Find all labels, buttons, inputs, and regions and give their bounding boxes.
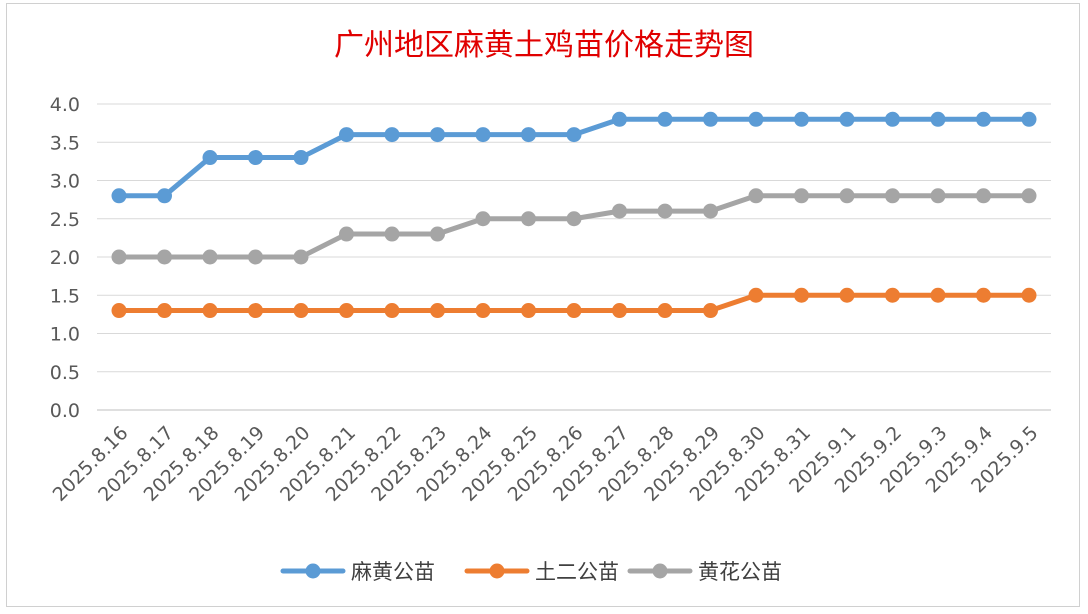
data-point xyxy=(839,111,855,127)
legend-marker xyxy=(652,563,668,579)
legend-marker xyxy=(305,563,321,579)
data-point xyxy=(384,127,400,143)
data-point xyxy=(839,287,855,303)
data-point xyxy=(657,111,673,127)
data-point xyxy=(248,150,263,166)
data-point xyxy=(1021,111,1037,127)
data-point xyxy=(430,127,445,143)
data-point xyxy=(839,188,855,204)
data-point xyxy=(202,249,218,265)
data-point xyxy=(885,188,900,204)
data-point xyxy=(339,303,354,319)
data-point xyxy=(475,211,491,227)
data-point xyxy=(248,303,263,319)
y-tick-label: 2.0 xyxy=(50,247,80,269)
data-point xyxy=(521,303,536,319)
series-line xyxy=(116,193,1032,260)
data-point xyxy=(293,249,309,265)
y-tick-label: 1.5 xyxy=(50,285,80,307)
data-point xyxy=(430,226,445,242)
data-point xyxy=(384,226,400,242)
data-point xyxy=(703,111,718,127)
data-point xyxy=(475,127,491,143)
data-point xyxy=(657,303,673,319)
data-point xyxy=(748,287,764,303)
data-point xyxy=(748,188,764,204)
data-point xyxy=(566,127,582,143)
legend-marker xyxy=(489,563,505,579)
data-point xyxy=(794,111,809,127)
y-tick-label: 0.5 xyxy=(50,362,80,384)
data-point xyxy=(384,303,400,319)
data-point xyxy=(111,303,127,319)
data-point xyxy=(794,188,809,204)
data-point xyxy=(521,127,536,143)
data-point xyxy=(157,188,172,204)
data-point xyxy=(566,211,582,227)
legend-label: 黄花公苗 xyxy=(698,560,782,584)
chart-title: 广州地区麻黄土鸡苗价格走势图 xyxy=(334,28,754,63)
data-point xyxy=(293,150,309,166)
data-point xyxy=(612,203,627,219)
data-point xyxy=(111,188,127,204)
data-point xyxy=(339,226,354,242)
data-point xyxy=(1021,287,1037,303)
data-point xyxy=(794,287,809,303)
y-tick-label: 4.0 xyxy=(50,94,80,116)
data-point xyxy=(1021,188,1037,204)
data-point xyxy=(612,303,627,319)
data-point xyxy=(157,249,172,265)
data-point xyxy=(657,203,673,219)
data-point xyxy=(566,303,582,319)
data-point xyxy=(885,287,900,303)
y-axis-ticks: 0.0 0.5 1.0 1.5 2.0 2.5 3.0 3.5 4.0 xyxy=(50,94,80,422)
data-point xyxy=(293,303,309,319)
legend-label: 麻黄公苗 xyxy=(351,560,435,584)
data-point xyxy=(202,303,218,319)
data-point xyxy=(885,111,900,127)
y-tick-label: 0.0 xyxy=(50,400,80,422)
data-point xyxy=(521,211,536,227)
data-point xyxy=(612,111,627,127)
data-point xyxy=(202,150,218,166)
data-point xyxy=(748,111,764,127)
y-tick-label: 2.5 xyxy=(50,209,80,231)
data-point xyxy=(930,111,946,127)
data-point xyxy=(157,303,172,319)
data-point xyxy=(430,303,445,319)
legend-label: 土二公苗 xyxy=(535,560,619,584)
data-point xyxy=(475,303,491,319)
legend: 麻黄公苗 土二公苗 黄花公苗 xyxy=(280,560,782,584)
data-point xyxy=(339,127,354,143)
data-point xyxy=(976,111,991,127)
data-point xyxy=(703,203,718,219)
data-point xyxy=(930,188,946,204)
data-point xyxy=(976,287,991,303)
data-point xyxy=(703,303,718,319)
data-point xyxy=(930,287,946,303)
y-tick-label: 1.0 xyxy=(50,324,80,346)
y-tick-label: 3.5 xyxy=(50,132,80,154)
x-axis-ticks: 2025.8.162025.8.172025.8.182025.8.192025… xyxy=(49,422,1043,506)
data-point xyxy=(248,249,263,265)
series-group xyxy=(111,111,1037,319)
data-point xyxy=(976,188,991,204)
data-point xyxy=(111,249,127,265)
y-tick-label: 3.0 xyxy=(50,171,80,193)
